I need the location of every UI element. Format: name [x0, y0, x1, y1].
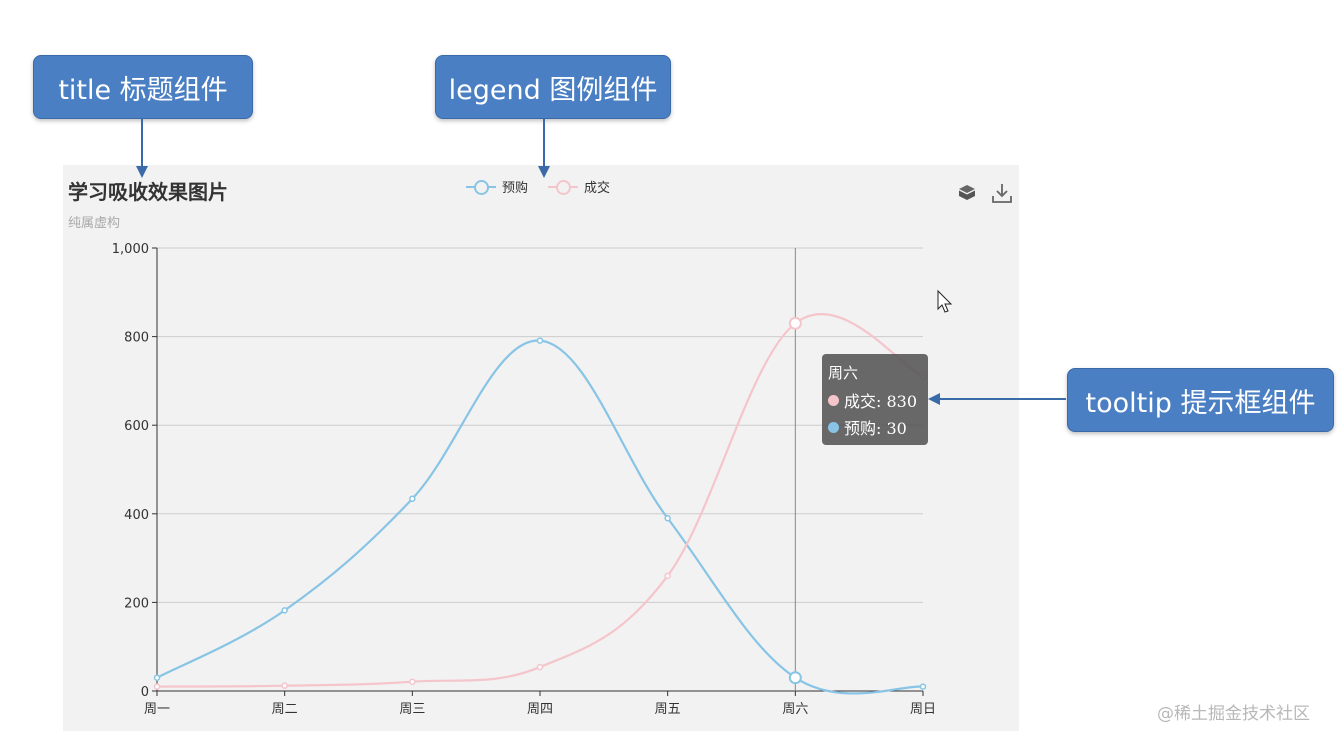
chart-title: 学习吸收效果图片 [68, 180, 228, 204]
x-tick-label: 周二 [272, 702, 298, 717]
tooltip-category: 周六 [828, 364, 859, 382]
tooltip-callout-label: tooltip 提示框组件 [1085, 387, 1316, 419]
data-point [664, 572, 671, 580]
data-point [153, 683, 161, 690]
chart-tooltip: 周六 成交: 830 预购: 30 [822, 354, 928, 445]
legend-callout-label: legend 图例组件 [448, 74, 658, 106]
mouse-cursor-icon [937, 289, 953, 313]
data-point [788, 316, 802, 330]
legend-callout: legend 图例组件 [435, 55, 671, 119]
tooltip-row: 预购: 30 [828, 415, 922, 439]
legend-line-icon [548, 178, 578, 196]
series-line-1 [156, 313, 924, 688]
data-point [536, 663, 544, 671]
data-point [153, 674, 161, 681]
legend-item-presale[interactable]: 预购 [466, 177, 528, 196]
x-tick-label: 周六 [782, 702, 808, 717]
title-callout: title 标题组件 [33, 55, 253, 119]
y-tick-label: 400 [124, 508, 149, 523]
legend-label: 预购 [502, 181, 529, 196]
tooltip-row: 成交: 830 [828, 388, 922, 412]
tooltip-marker-icon [828, 394, 839, 406]
legend-item-deal[interactable]: 成交 [548, 177, 610, 196]
data-point [536, 337, 544, 344]
arrow-head-icon [136, 166, 148, 178]
x-tick-label: 周三 [399, 702, 425, 717]
arrow-head-icon [538, 166, 550, 178]
data-point [281, 607, 288, 614]
x-tick-label: 周日 [910, 702, 936, 717]
data-point [281, 682, 288, 689]
data-point [788, 671, 802, 685]
x-tick-label: 周四 [527, 702, 553, 717]
title-callout-label: title 标题组件 [58, 74, 228, 106]
data-point [409, 495, 416, 502]
data-point [409, 678, 416, 685]
y-tick-label: 1,000 [112, 242, 149, 257]
legend-label: 成交 [584, 181, 611, 196]
data-point [664, 514, 671, 522]
series-line-0 [156, 339, 924, 695]
legend-line-icon [466, 178, 496, 196]
x-tick-label: 周一 [144, 702, 170, 717]
save-as-image-icon[interactable] [991, 182, 1013, 204]
tooltip-callout: tooltip 提示框组件 [1067, 368, 1334, 432]
y-tick-label: 200 [124, 596, 149, 611]
data-point [919, 683, 927, 690]
y-tick-label: 600 [124, 419, 149, 434]
y-tick-label: 0 [141, 685, 149, 700]
watermark: @稀土掘金技术社区 [1157, 704, 1310, 724]
x-tick-label: 周五 [655, 702, 681, 717]
tooltip-marker-icon [828, 421, 839, 433]
y-tick-label: 800 [124, 331, 149, 346]
arrow-head-icon [928, 393, 940, 405]
restore-icon[interactable] [956, 182, 978, 204]
tooltip-row-label: 预购: 30 [844, 419, 907, 438]
chart-subtitle: 纯属虚构 [68, 216, 121, 231]
tooltip-row-label: 成交: 830 [844, 392, 918, 411]
chart-panel [63, 165, 1019, 731]
